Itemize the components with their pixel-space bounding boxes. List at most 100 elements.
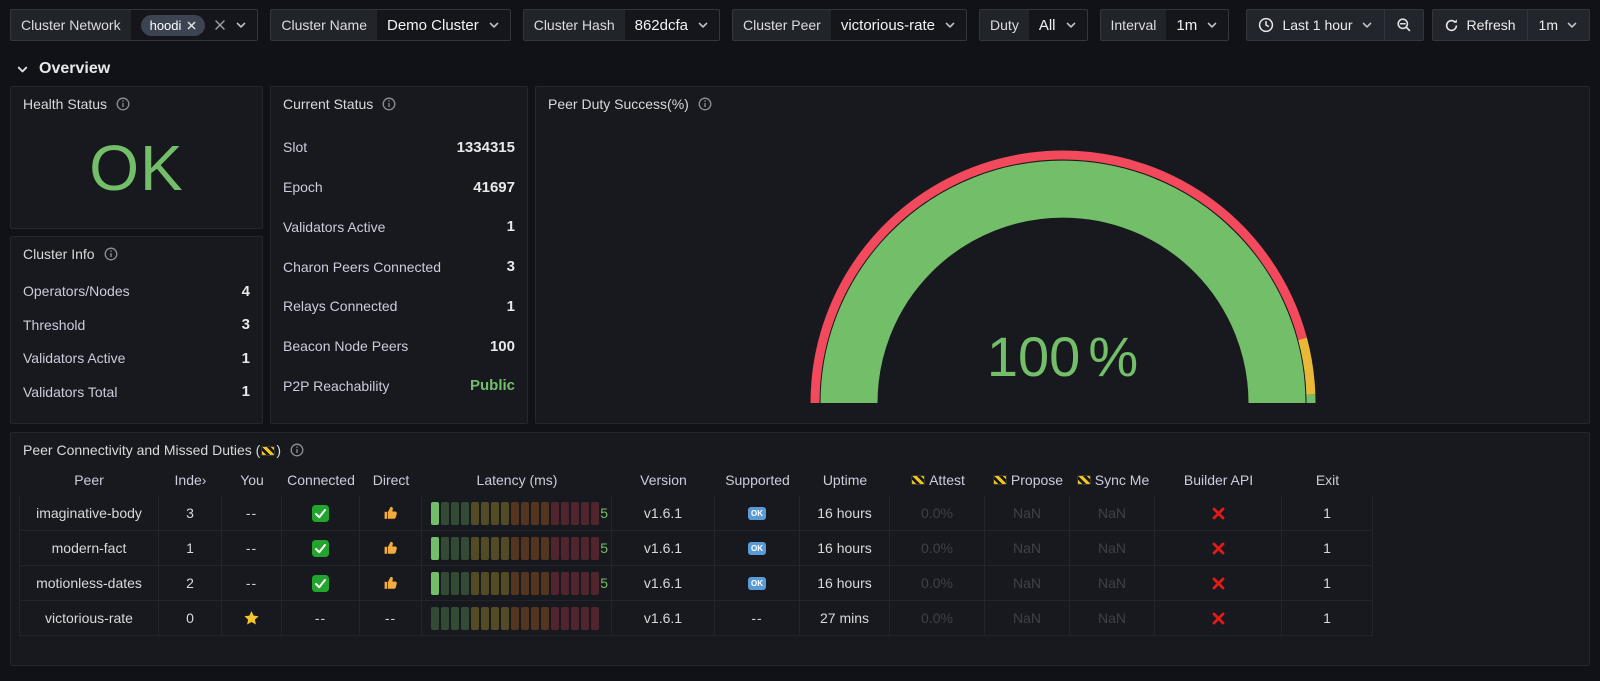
panel-title: Health Status bbox=[23, 96, 108, 112]
stat-label: Charon Peers Connected bbox=[283, 258, 441, 275]
filter-interval: Interval 1m bbox=[1099, 9, 1230, 41]
info-icon[interactable] bbox=[116, 97, 130, 111]
supported-cell: OK bbox=[715, 566, 800, 600]
cross-mark-icon bbox=[1211, 611, 1226, 626]
stat-row: Validators Active 1 bbox=[23, 350, 250, 367]
refresh-label: Refresh bbox=[1466, 17, 1516, 33]
stat-row: Slot 1334315 bbox=[283, 139, 515, 156]
section-title: Overview bbox=[39, 60, 111, 77]
column-header-you[interactable]: You bbox=[240, 472, 264, 488]
column-header-propose[interactable]: Propose bbox=[985, 464, 1070, 496]
column-header-builder_api[interactable]: Builder API bbox=[1183, 472, 1254, 488]
version-cell: v1.6.1 bbox=[612, 496, 715, 530]
construction-icon bbox=[911, 475, 926, 485]
cross-mark-icon bbox=[1211, 576, 1226, 591]
column-header-direct[interactable]: Direct bbox=[372, 472, 410, 488]
health-status-value: OK bbox=[89, 132, 184, 204]
filter-cluster-hash-dropdown[interactable]: 862dcfa bbox=[625, 10, 719, 40]
refresh-icon bbox=[1444, 18, 1459, 33]
construction-icon bbox=[261, 446, 276, 456]
time-range-picker[interactable]: Last 1 hour bbox=[1247, 10, 1383, 40]
chevron-down-icon bbox=[697, 19, 709, 31]
latency-value: 5 bbox=[600, 575, 608, 591]
you-cell: -- bbox=[222, 531, 282, 565]
chevron-down-icon bbox=[1361, 19, 1373, 31]
filter-selected-value: All bbox=[1038, 16, 1056, 34]
info-icon[interactable] bbox=[290, 443, 304, 457]
chevron-down-icon bbox=[235, 19, 247, 31]
filter-interval-dropdown[interactable]: 1m bbox=[1166, 10, 1228, 40]
sync-me-cell: NaN bbox=[1070, 496, 1155, 530]
info-icon[interactable] bbox=[382, 97, 396, 111]
connected-cell bbox=[282, 531, 360, 565]
time-range-label: Last 1 hour bbox=[1282, 17, 1353, 33]
chevron-down-icon bbox=[488, 19, 500, 31]
column-header-peer[interactable]: Peer bbox=[74, 472, 104, 488]
builder-api-cell bbox=[1155, 601, 1282, 635]
empty-value: -- bbox=[245, 505, 258, 521]
index-cell: 0 bbox=[159, 601, 222, 635]
column-header-uptime[interactable]: Uptime bbox=[822, 472, 868, 488]
column-header-sync_me[interactable]: Sync Me bbox=[1070, 464, 1155, 496]
filter-tag[interactable]: hoodi bbox=[140, 14, 206, 36]
column-header-index[interactable]: Inde› bbox=[174, 472, 207, 488]
current-status-panel: Current Status Slot 1334315 Epoch 41697 Vali… bbox=[270, 86, 528, 424]
empty-value: -- bbox=[245, 540, 258, 556]
stat-row: Threshold 3 bbox=[23, 316, 250, 333]
tag-remove-icon[interactable] bbox=[187, 21, 196, 30]
stat-value: 3 bbox=[241, 316, 250, 334]
stat-label: Relays Connected bbox=[283, 298, 398, 315]
stat-row: Epoch 41697 bbox=[283, 179, 515, 196]
attest-cell: 0.0% bbox=[890, 531, 985, 565]
column-header-version[interactable]: Version bbox=[640, 472, 687, 488]
propose-cell: NaN bbox=[985, 601, 1070, 635]
panel-title: Current Status bbox=[283, 96, 374, 112]
zoom-out-time-button[interactable] bbox=[1383, 10, 1423, 40]
column-header-supported[interactable]: Supported bbox=[725, 472, 790, 488]
stat-row: Beacon Node Peers 100 bbox=[283, 338, 515, 355]
latency-cell: 5 bbox=[422, 566, 612, 600]
panel-title: Cluster Info bbox=[23, 246, 95, 262]
table-row: modern-fact 1 -- 5 v1.6.1 OK 16 hours 0.0% NaN Na… bbox=[19, 531, 1373, 566]
clear-selection-icon[interactable] bbox=[214, 19, 226, 31]
stat-value: 1 bbox=[241, 383, 250, 401]
connected-cell bbox=[282, 496, 360, 530]
filter-cluster-peer-dropdown[interactable]: victorious-rate bbox=[831, 10, 966, 40]
table-header-row: Peer Inde› You Connected Direct Latency (ms) V… bbox=[19, 464, 1373, 496]
filter-interval-label: Interval bbox=[1100, 10, 1167, 40]
chevron-down-icon bbox=[944, 19, 956, 31]
column-header-exit[interactable]: Exit bbox=[1315, 472, 1340, 488]
chevron-down-icon bbox=[16, 63, 29, 76]
column-header-attest[interactable]: Attest bbox=[890, 464, 985, 496]
cross-mark-icon bbox=[1211, 541, 1226, 556]
ok-badge-icon: OK bbox=[748, 541, 766, 555]
filter-cluster-network-dropdown[interactable]: hoodi bbox=[131, 10, 258, 40]
sync-me-cell: NaN bbox=[1070, 531, 1155, 565]
filter-duty-dropdown[interactable]: All bbox=[1029, 10, 1087, 40]
info-icon[interactable] bbox=[104, 247, 118, 261]
stat-label: Validators Active bbox=[283, 218, 386, 235]
filter-duty-label: Duty bbox=[980, 10, 1029, 40]
peer-cell: motionless-dates bbox=[19, 566, 159, 600]
uptime-cell: 16 hours bbox=[800, 531, 890, 565]
info-icon[interactable] bbox=[698, 97, 712, 111]
stat-row: Charon Peers Connected 3 bbox=[283, 258, 515, 275]
filter-cluster-name-dropdown[interactable]: Demo Cluster bbox=[377, 10, 510, 40]
peer-table: Peer Inde› You Connected Direct Latency (ms) V… bbox=[19, 464, 1581, 636]
direct-cell: -- bbox=[360, 601, 422, 635]
section-overview-toggle[interactable]: Overview bbox=[0, 50, 1600, 86]
direct-cell bbox=[360, 496, 422, 530]
column-header-connected[interactable]: Connected bbox=[287, 472, 355, 488]
refresh-interval-picker[interactable]: 1m bbox=[1526, 10, 1589, 40]
cluster-info-panel: Cluster Info Operators/Nodes 4 Threshold 3 V… bbox=[10, 236, 263, 424]
empty-value: -- bbox=[751, 610, 763, 626]
latency-lcd-bars bbox=[431, 501, 599, 525]
filter-cluster-hash: Cluster Hash 862dcfa bbox=[522, 9, 721, 41]
stat-row: Operators/Nodes 4 bbox=[23, 283, 250, 300]
refresh-button[interactable]: Refresh bbox=[1433, 10, 1527, 40]
stat-label: Operators/Nodes bbox=[23, 283, 130, 300]
column-header-latency[interactable]: Latency (ms) bbox=[476, 472, 558, 488]
stat-row: Relays Connected 1 bbox=[283, 298, 515, 315]
you-cell bbox=[222, 601, 282, 635]
filter-tag-label: hoodi bbox=[149, 17, 182, 33]
